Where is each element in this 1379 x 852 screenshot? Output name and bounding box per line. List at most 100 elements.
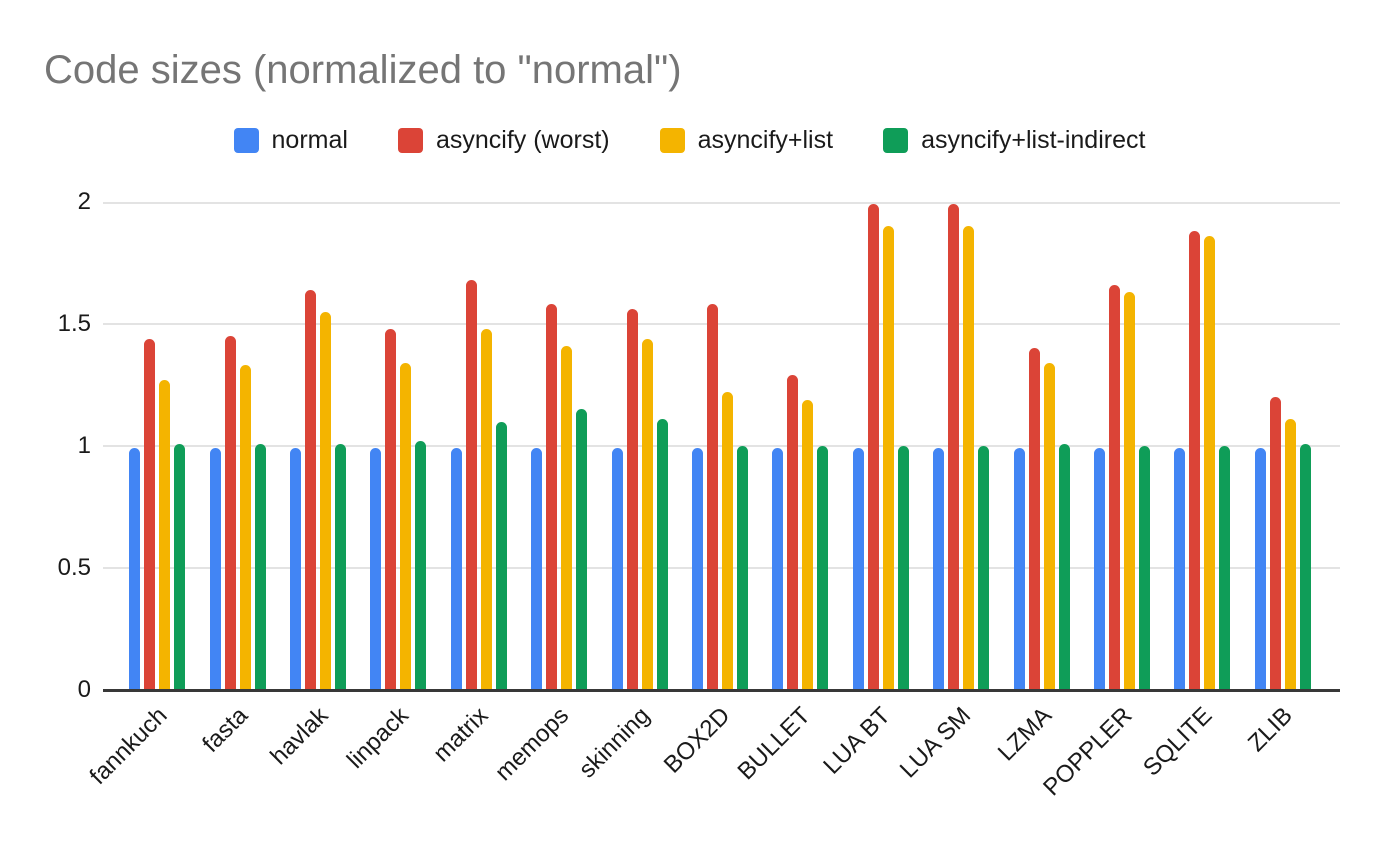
bar-group-skinning bbox=[599, 202, 679, 690]
bar-normal-SQLITE bbox=[1174, 448, 1186, 690]
bar-asyncify+list-skinning bbox=[641, 338, 653, 690]
x-axis-label-LZMA: LZMA bbox=[992, 702, 1057, 767]
bar-asyncify+list-indirect-matrix bbox=[495, 421, 507, 690]
gridline-y-1 bbox=[103, 445, 1340, 447]
bar-asyncify (worst)-SQLITE bbox=[1189, 231, 1201, 690]
x-axis-label-matrix: matrix bbox=[428, 702, 494, 768]
x-axis-label-SQLITE: SQLITE bbox=[1138, 702, 1218, 782]
y-axis-label-2: 2 bbox=[77, 188, 91, 215]
y-axis-labels: 0 0.5 1 1.5 2 bbox=[58, 188, 1340, 703]
legend-swatch-icon bbox=[883, 128, 909, 153]
bar-asyncify+list-indirect-SQLITE bbox=[1219, 446, 1231, 690]
bar-asyncify+list-LZMA bbox=[1043, 363, 1055, 690]
gridline-y-1.5 bbox=[103, 323, 1340, 325]
bar-normal-memops bbox=[531, 448, 543, 690]
bar-group-memops bbox=[519, 202, 599, 690]
bar-normal-ZLIB bbox=[1254, 448, 1266, 690]
bar-asyncify (worst)-memops bbox=[546, 304, 558, 690]
x-axis-label-LUA BT: LUA BT bbox=[818, 702, 896, 780]
legend-label: asyncify+list-indirect bbox=[921, 126, 1146, 154]
bar-asyncify+list-indirect-memops bbox=[576, 409, 588, 690]
x-axis-label-skinning: skinning bbox=[573, 702, 655, 784]
x-axis-line bbox=[103, 689, 1340, 692]
bar-asyncify+list-memops bbox=[561, 345, 573, 690]
legend-item-asyncify+list: asyncify+list bbox=[659, 126, 834, 155]
legend-swatch-icon bbox=[397, 128, 423, 153]
bar-asyncify (worst)-BOX2D bbox=[707, 304, 719, 690]
bar-normal-POPPLER bbox=[1094, 448, 1106, 690]
bar-group-LUA SM bbox=[921, 202, 1001, 690]
bar-group-BOX2D bbox=[680, 202, 760, 690]
bar-asyncify (worst)-ZLIB bbox=[1269, 397, 1281, 690]
bar-normal-skinning bbox=[611, 448, 623, 690]
x-axis-label-BOX2D: BOX2D bbox=[658, 702, 736, 779]
bar-asyncify+list-indirect-LUA SM bbox=[978, 446, 990, 690]
bar-normal-havlak bbox=[290, 448, 302, 690]
bar-asyncify (worst)-havlak bbox=[305, 289, 317, 690]
bar-group-fasta bbox=[197, 202, 277, 690]
bar-normal-LUA SM bbox=[933, 448, 945, 690]
bar-asyncify+list-ZLIB bbox=[1284, 419, 1296, 690]
bar-asyncify+list-indirect-fasta bbox=[254, 443, 266, 690]
bar-asyncify+list-matrix bbox=[480, 328, 492, 690]
bar-asyncify (worst)-linpack bbox=[385, 328, 397, 690]
bar-asyncify (worst)-fannkuch bbox=[144, 338, 156, 690]
bar-asyncify (worst)-skinning bbox=[626, 309, 638, 690]
bar-asyncify+list-BULLET bbox=[802, 399, 814, 690]
x-axis-label-ZLIB: ZLIB bbox=[1242, 702, 1298, 757]
bar-asyncify+list-indirect-BULLET bbox=[817, 446, 829, 690]
bar-asyncify+list-indirect-linpack bbox=[415, 441, 427, 690]
legend-item-normal: normal bbox=[233, 126, 348, 155]
bar-group-fannkuch bbox=[117, 202, 197, 690]
chart-legend: normal asyncify (worst) asyncify+list async… bbox=[0, 126, 1379, 155]
bar-normal-BULLET bbox=[772, 448, 784, 690]
bar-group-POPPLER bbox=[1082, 202, 1162, 690]
bar-normal-BOX2D bbox=[692, 448, 704, 690]
gridline-y-0.5 bbox=[103, 567, 1340, 569]
legend-item-asyncify (worst): asyncify (worst) bbox=[397, 126, 610, 155]
bar-asyncify+list-indirect-BOX2D bbox=[737, 446, 749, 690]
legend-label: normal bbox=[271, 126, 348, 154]
legend-swatch-icon bbox=[233, 128, 259, 153]
bar-group-matrix bbox=[439, 202, 519, 690]
bar-asyncify+list-indirect-LUA BT bbox=[897, 446, 909, 690]
bar-asyncify (worst)-POPPLER bbox=[1109, 284, 1121, 690]
bar-normal-LZMA bbox=[1013, 448, 1025, 690]
bar-normal-matrix bbox=[450, 448, 462, 690]
bar-asyncify+list-LUA BT bbox=[882, 226, 894, 690]
bar-asyncify+list-indirect-ZLIB bbox=[1299, 443, 1311, 690]
y-axis-label-0.5: 0.5 bbox=[57, 554, 91, 581]
legend-label: asyncify+list bbox=[697, 126, 834, 154]
bar-group-havlak bbox=[278, 202, 358, 690]
x-axis-label-memops: memops bbox=[490, 702, 575, 787]
x-axis-label-fannkuch: fannkuch bbox=[84, 702, 173, 790]
bar-asyncify+list-havlak bbox=[320, 311, 332, 690]
y-axis-label-1.5: 1.5 bbox=[57, 310, 91, 337]
bar-normal-fannkuch bbox=[129, 448, 141, 690]
x-axis-label-BULLET: BULLET bbox=[732, 702, 816, 786]
bar-group-SQLITE bbox=[1162, 202, 1242, 690]
bar-asyncify+list-indirect-havlak bbox=[335, 443, 347, 690]
bar-asyncify (worst)-BULLET bbox=[787, 375, 799, 690]
bar-normal-LUA BT bbox=[852, 448, 864, 690]
bar-asyncify+list-indirect-skinning bbox=[656, 419, 668, 690]
bar-group-LZMA bbox=[1001, 202, 1081, 690]
bar-asyncify (worst)-matrix bbox=[465, 280, 477, 690]
bar-asyncify+list-BOX2D bbox=[722, 392, 734, 690]
bar-asyncify+list-LUA SM bbox=[963, 226, 975, 690]
chart-title: Code sizes (normalized to "normal") bbox=[44, 48, 682, 92]
bar-asyncify (worst)-LUA SM bbox=[948, 204, 960, 690]
bar-asyncify (worst)-LZMA bbox=[1028, 348, 1040, 690]
bar-asyncify+list-POPPLER bbox=[1124, 292, 1136, 690]
bar-asyncify+list-fasta bbox=[239, 365, 251, 690]
legend-label: asyncify (worst) bbox=[435, 126, 610, 154]
bar-group-BULLET bbox=[760, 202, 840, 690]
x-axis-label-fasta: fasta bbox=[196, 702, 253, 758]
bar-group-LUA BT bbox=[841, 202, 921, 690]
bar-asyncify (worst)-LUA BT bbox=[867, 204, 879, 690]
gridline-y-2 bbox=[103, 202, 1340, 204]
bar-normal-fasta bbox=[209, 448, 221, 690]
bar-asyncify (worst)-fasta bbox=[224, 336, 236, 690]
bar-asyncify+list-indirect-LZMA bbox=[1058, 443, 1070, 690]
bar-asyncify+list-linpack bbox=[400, 363, 412, 690]
